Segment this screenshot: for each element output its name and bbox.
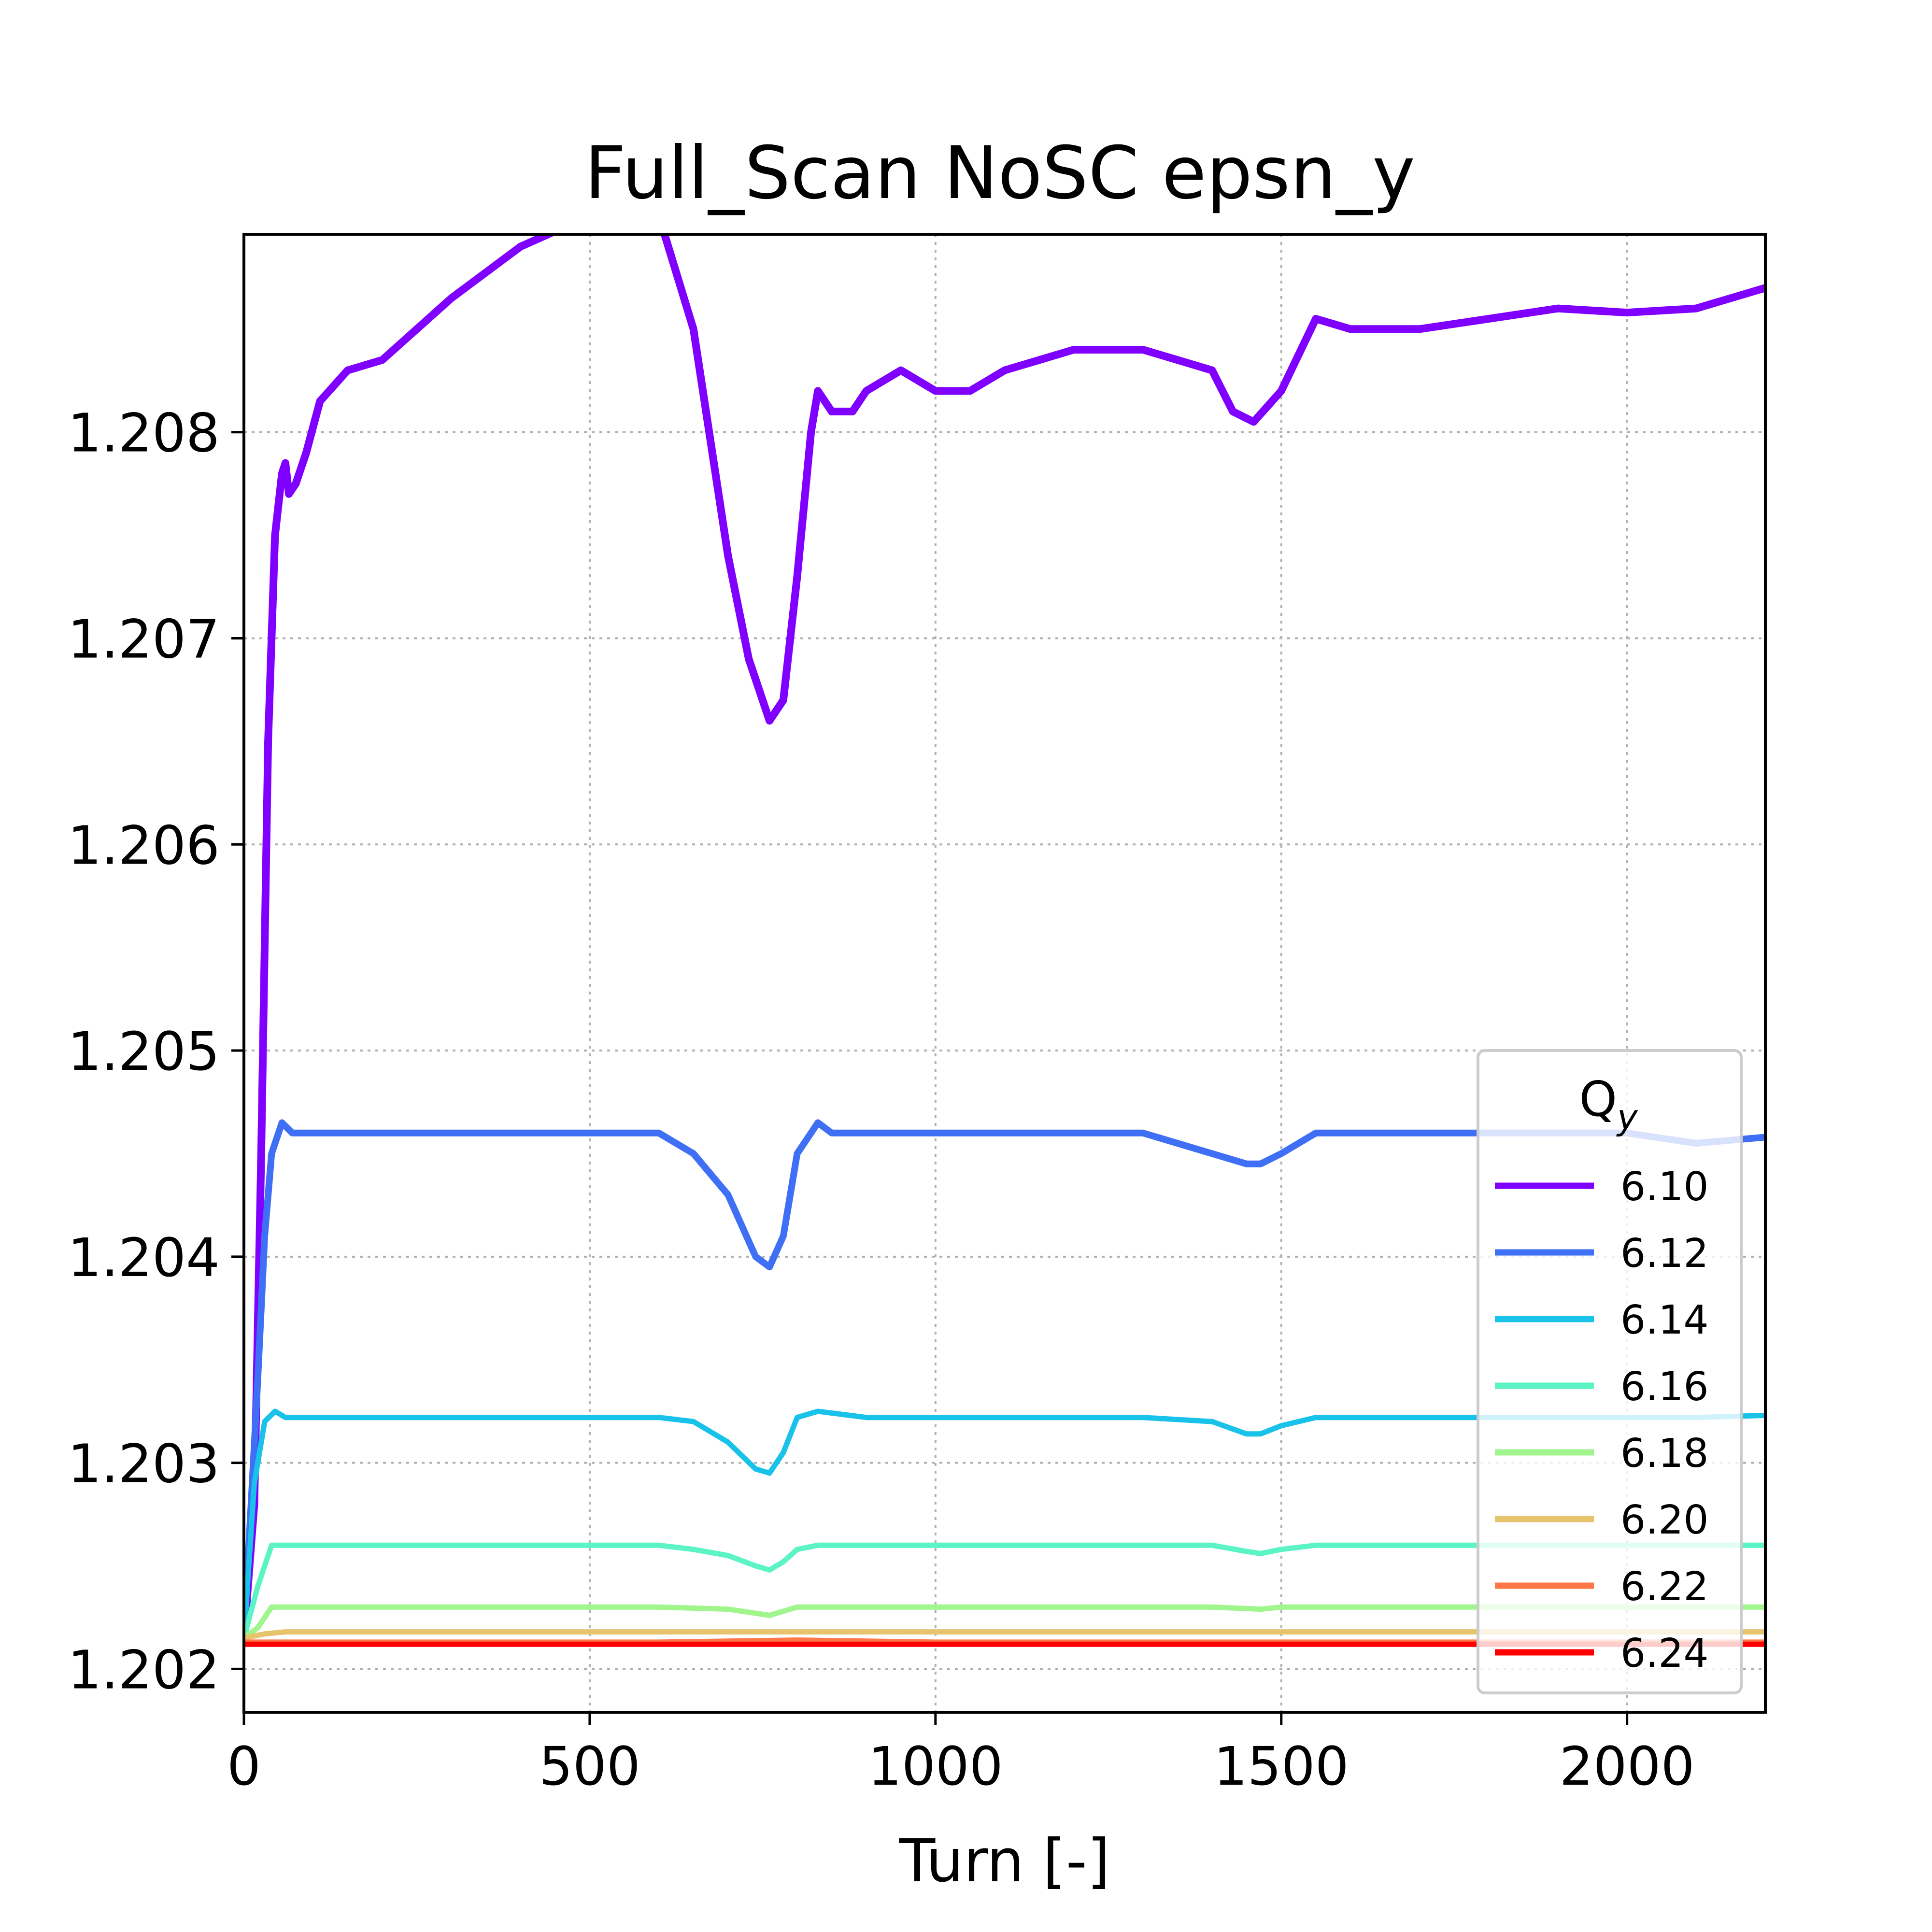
legend-frame — [1477, 1049, 1743, 1694]
series-line-6-20 — [244, 1629, 1765, 1641]
legend-title-main: Q — [1579, 1071, 1617, 1127]
y-tick-label: 1.204 — [68, 1227, 220, 1289]
legend-title-subscript: y — [1616, 1097, 1638, 1137]
legend-label: 6.12 — [1620, 1231, 1709, 1277]
series-line-6-10 — [244, 234, 1765, 1642]
y-tick-label: 1.208 — [68, 402, 220, 464]
legend-label: 6.18 — [1620, 1431, 1709, 1477]
axis-ticks: 0 500 1000 1500 2000 1.202 1.203 1.204 1.205 1.20… — [68, 402, 1695, 1797]
legend: Qy 6.10 6.12 6.14 6.16 6.18 6.20 6.22 6.24 — [1477, 1049, 1743, 1694]
y-tick-label: 1.202 — [68, 1639, 220, 1701]
legend-items: 6.10 6.12 6.14 6.16 6.18 6.20 6.22 6.24 — [1495, 1164, 1709, 1676]
y-tick-label: 1.207 — [68, 608, 220, 670]
chart-title: Full_Scan NoSC epsn_y — [584, 131, 1415, 215]
x-tick-label: 500 — [539, 1735, 640, 1797]
legend-label: 6.14 — [1620, 1297, 1709, 1343]
legend-title: Qy — [1579, 1071, 1638, 1137]
legend-label: 6.10 — [1620, 1164, 1709, 1210]
x-tick-label: 1500 — [1214, 1735, 1349, 1797]
series-line-6-18 — [244, 1604, 1765, 1641]
series-line-6-12 — [244, 1119, 1765, 1642]
x-tick-label: 2000 — [1560, 1735, 1695, 1797]
legend-label: 6.22 — [1620, 1564, 1709, 1610]
y-tick-label: 1.206 — [68, 814, 220, 876]
x-tick-label: 1000 — [868, 1735, 1003, 1797]
plot-frame — [242, 233, 1767, 1714]
x-axis-label: Turn [-] — [899, 1827, 1110, 1895]
y-tick-label: 1.203 — [68, 1433, 220, 1495]
legend-label: 6.24 — [1620, 1631, 1709, 1676]
legend-label: 6.16 — [1620, 1364, 1709, 1410]
series-line-6-16 — [244, 1542, 1765, 1641]
y-tick-label: 1.205 — [68, 1021, 220, 1082]
x-tick-label: 0 — [227, 1735, 261, 1797]
legend-label: 6.20 — [1620, 1497, 1709, 1543]
series-line-6-14 — [244, 1408, 1765, 1641]
